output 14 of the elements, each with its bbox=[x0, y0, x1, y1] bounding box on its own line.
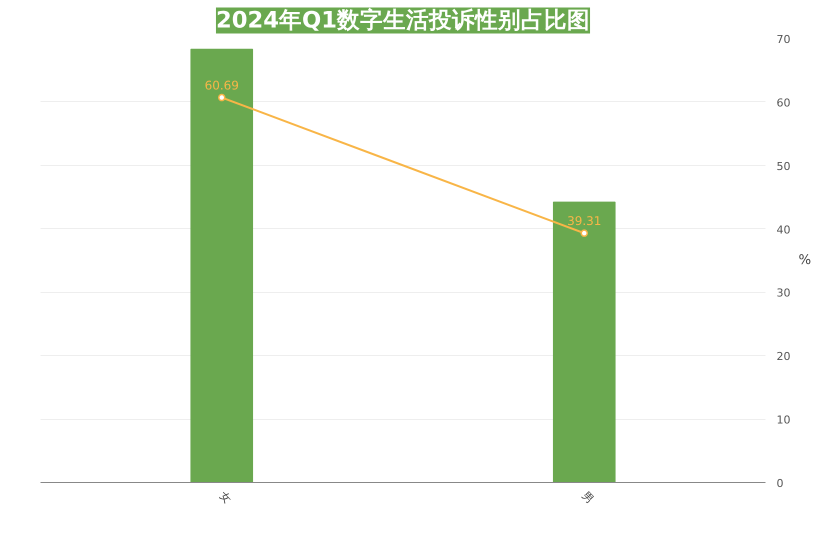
y-tick-label: 0 bbox=[776, 477, 784, 490]
y-tick-label: 70 bbox=[776, 33, 790, 46]
y-tick-label: 30 bbox=[776, 286, 790, 300]
y-tick-label: 20 bbox=[776, 350, 790, 364]
x-tick-label: 男 bbox=[580, 488, 597, 506]
x-tick-label: 女 bbox=[217, 488, 234, 506]
y-axis-title: % bbox=[798, 253, 812, 268]
y-tick-label: 10 bbox=[776, 414, 790, 427]
y-tick-label: 40 bbox=[776, 223, 790, 236]
y-tick-label: 60 bbox=[776, 96, 790, 110]
y-tick-label: 50 bbox=[776, 160, 790, 173]
chart-title: 2024年Q1数字生活投诉性别占比图 bbox=[216, 6, 590, 34]
data-label: 60.69 bbox=[204, 78, 239, 93]
data-label: 39.31 bbox=[567, 214, 602, 228]
